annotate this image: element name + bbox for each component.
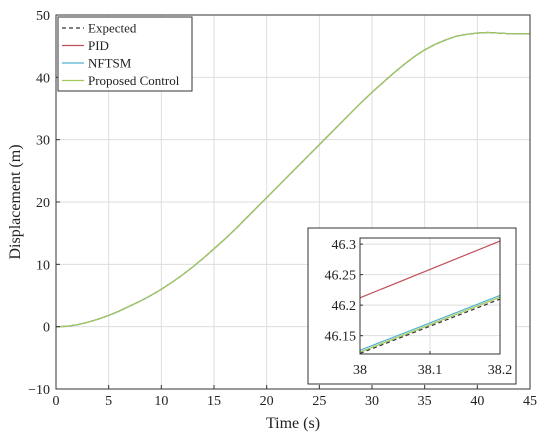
inset-frame-outer: [307, 227, 517, 385]
legend-box: [57, 16, 193, 92]
x-tick-label: 30: [365, 394, 379, 409]
x-axis-label: Time (s): [266, 415, 320, 432]
main-series-lines: [55, 31, 530, 328]
y-tick-label: 30: [36, 134, 50, 149]
inset-y-tick-label: 46.25: [325, 269, 357, 284]
legend: Expected PID NFTSM Proposed Control: [57, 16, 193, 92]
legend-label: PID: [88, 38, 109, 53]
y-tick-label: −10: [28, 383, 50, 398]
x-tick-label: 40: [470, 394, 484, 409]
x-tick-label: 5: [105, 394, 112, 409]
y-tick-label: 50: [36, 9, 50, 24]
inset-series-line-proposed-control: [359, 296, 501, 353]
x-tick-label: 35: [418, 394, 432, 409]
x-tick-label: 10: [154, 394, 168, 409]
legend-label: Expected: [88, 21, 137, 36]
y-tick-label: 40: [36, 71, 50, 86]
inset-y-tick-label: 46.15: [325, 330, 357, 345]
x-tick-label: 20: [260, 394, 274, 409]
inset-y-tick-label: 46.2: [332, 299, 357, 314]
inset-zoom-plot: 38 38.1 38.2 46.15 46.2 46.25 46.3: [307, 227, 517, 385]
x-tick-label: 25: [312, 394, 326, 409]
x-tick-label: 45: [523, 394, 537, 409]
y-axis-label: Displacement (m): [7, 144, 24, 259]
series-line-proposed-control: [55, 31, 530, 328]
inset-x-tick-label: 38.2: [488, 363, 513, 378]
legend-label: NFTSM: [88, 56, 132, 71]
x-tick-label: 0: [53, 394, 60, 409]
y-tick-label: 20: [36, 196, 50, 211]
inset-x-tick-label: 38: [353, 363, 367, 378]
inset-series-line-pid: [359, 240, 501, 299]
y-tick-label: 0: [43, 321, 50, 336]
x-tick-label: 15: [207, 394, 221, 409]
inset-y-tick-label: 46.3: [332, 238, 357, 253]
inset-x-tick-label: 38.1: [418, 363, 443, 378]
inset-series-line-nftsm: [359, 294, 501, 351]
legend-label: Proposed Control: [88, 73, 180, 88]
y-tick-label: 10: [36, 258, 50, 273]
